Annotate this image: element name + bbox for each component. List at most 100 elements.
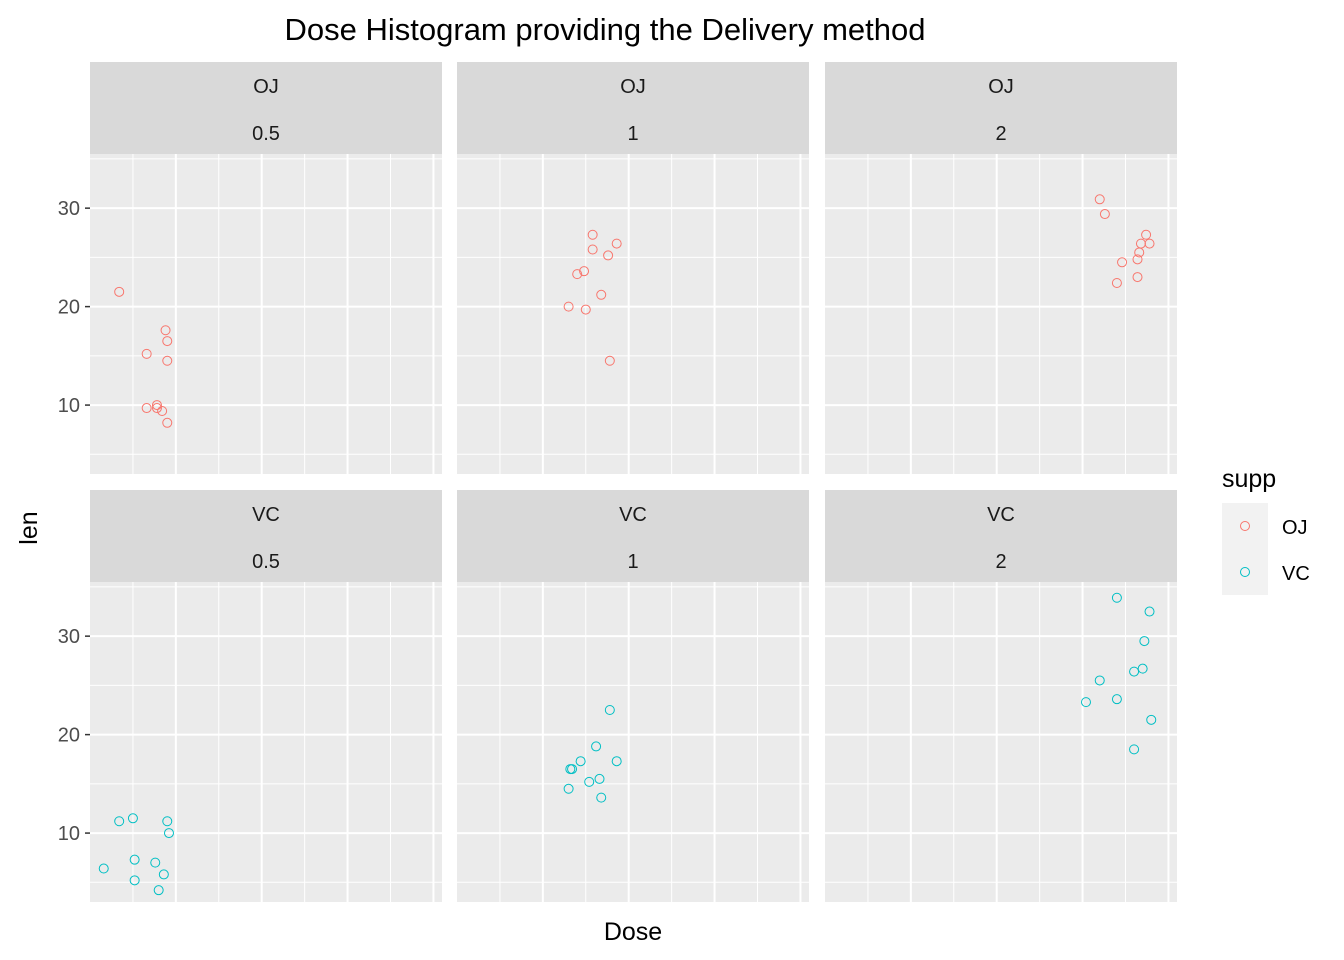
- data-point: [580, 304, 591, 315]
- panel-background: [825, 582, 1177, 902]
- strip-label-supp: OJ: [620, 76, 646, 98]
- legend-label: OJ: [1282, 517, 1308, 539]
- strip-label-dose: 0.5: [252, 551, 280, 573]
- strip-label-supp: VC: [619, 504, 647, 526]
- data-point: [587, 244, 598, 255]
- legend-key-point: [1240, 521, 1250, 531]
- strip-label-supp: OJ: [988, 76, 1014, 98]
- data-point: [594, 773, 605, 784]
- strip-label-dose: 1: [627, 123, 638, 145]
- y-tick-label: 30: [58, 198, 80, 220]
- data-point: [1111, 277, 1122, 288]
- data-point: [1132, 272, 1143, 283]
- data-point: [141, 348, 152, 359]
- data-point: [1139, 636, 1150, 647]
- facet-strip: [825, 62, 1177, 154]
- data-point: [114, 286, 125, 297]
- x-axis-title: Dose: [604, 918, 662, 946]
- data-point: [162, 816, 173, 827]
- data-point: [98, 863, 109, 874]
- data-point: [579, 266, 590, 277]
- data-point: [151, 403, 162, 414]
- data-point: [1129, 744, 1140, 755]
- strip-label-supp: VC: [987, 504, 1015, 526]
- data-point: [1111, 592, 1122, 603]
- facet-strip: [825, 490, 1177, 582]
- data-point: [1144, 238, 1155, 249]
- data-point: [129, 854, 140, 865]
- data-point: [584, 776, 595, 787]
- data-point: [1141, 229, 1152, 240]
- data-point: [1080, 697, 1091, 708]
- data-point: [1094, 194, 1105, 205]
- data-point: [604, 355, 615, 366]
- data-point: [572, 269, 583, 280]
- chart-title: Dose Histogram providing the Delivery me…: [285, 12, 926, 47]
- y-tick-label: 10: [58, 823, 80, 845]
- legend-label: VC: [1282, 563, 1310, 585]
- facet-strip: [90, 62, 442, 154]
- data-point: [1094, 675, 1105, 686]
- data-point: [563, 301, 574, 312]
- data-point: [160, 325, 171, 336]
- data-point: [611, 238, 622, 249]
- data-point: [157, 405, 168, 416]
- y-axis-title: len: [15, 511, 43, 544]
- legend-key: [1222, 503, 1268, 549]
- facet-strip: [90, 490, 442, 582]
- data-point: [596, 792, 607, 803]
- facet-panel-vc-2: VC 2: [825, 490, 1177, 902]
- panel-background: [90, 582, 442, 902]
- data-point: [1137, 663, 1148, 674]
- strip-label-dose: 0.5: [252, 123, 280, 145]
- data-point: [114, 816, 125, 827]
- data-point: [611, 756, 622, 767]
- panel-background: [825, 154, 1177, 474]
- strip-label-supp: VC: [252, 504, 280, 526]
- legend-key: [1222, 549, 1268, 595]
- strip-label-dose: 2: [995, 551, 1006, 573]
- facet-panel-oj-0.5: OJ 0.5 10 20 30: [58, 62, 442, 474]
- data-point: [153, 885, 164, 896]
- facet-strip: [457, 62, 809, 154]
- panels: OJ 0.5 10 20 30 OJ 1 OJ 2 VC 0.5 10 20 30 VC 1 VC 2: [58, 62, 1177, 902]
- data-point: [162, 336, 173, 347]
- data-point: [162, 417, 173, 428]
- data-point: [591, 741, 602, 752]
- data-point: [1099, 209, 1110, 220]
- facet-panel-oj-2: OJ 2: [825, 62, 1177, 474]
- panel-background: [90, 154, 442, 474]
- data-point: [162, 355, 173, 366]
- data-point: [163, 828, 174, 839]
- data-point: [151, 400, 162, 411]
- y-tick-label: 10: [58, 395, 80, 417]
- panel-background: [457, 154, 809, 474]
- strip-label-dose: 2: [995, 123, 1006, 145]
- data-point: [575, 756, 586, 767]
- data-point: [1129, 666, 1140, 677]
- data-point: [158, 869, 169, 880]
- legend-title: supp: [1222, 465, 1276, 493]
- data-point: [587, 229, 598, 240]
- facet-panel-oj-1: OJ 1: [457, 62, 809, 474]
- data-point: [1111, 694, 1122, 705]
- facet-panel-vc-1: VC 1: [457, 490, 809, 902]
- data-point: [141, 403, 152, 414]
- data-point: [603, 250, 614, 261]
- data-point: [150, 857, 161, 868]
- strip-label-dose: 1: [627, 551, 638, 573]
- facet-strip: [457, 490, 809, 582]
- legend-key-point: [1240, 567, 1250, 577]
- panel-background: [457, 582, 809, 902]
- data-point: [129, 875, 140, 886]
- data-point: [563, 783, 574, 794]
- data-point: [567, 764, 578, 775]
- legend-entries: OJ VC: [1222, 503, 1310, 595]
- legend: supp OJ VC: [1222, 465, 1310, 595]
- data-point: [1132, 254, 1143, 265]
- data-point: [127, 813, 138, 824]
- data-point: [1146, 714, 1157, 725]
- strip-label-supp: OJ: [253, 76, 279, 98]
- y-tick-label: 20: [58, 725, 80, 747]
